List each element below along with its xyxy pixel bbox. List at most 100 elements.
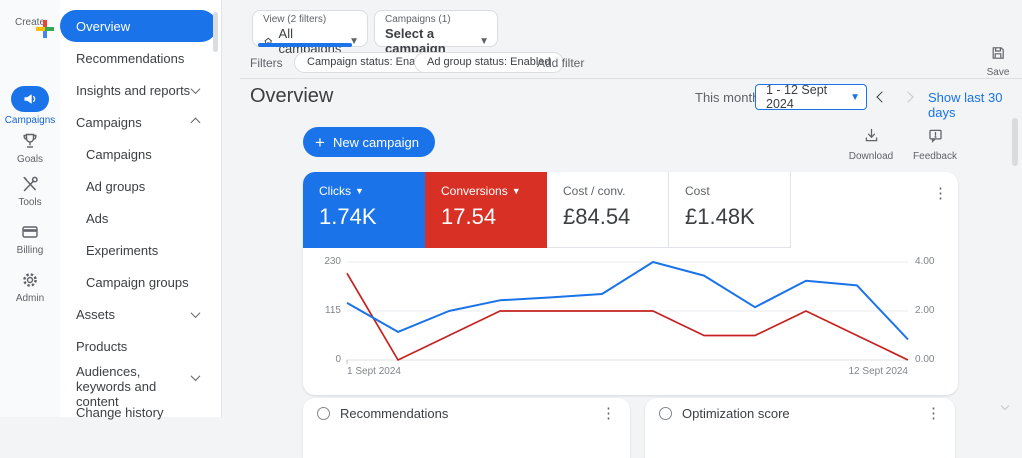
sidebar-item-experiments[interactable]: Experiments <box>86 242 159 258</box>
chevron-right-icon <box>902 91 914 103</box>
sidebar-item-ad-groups[interactable]: Ad groups <box>86 178 146 194</box>
page-scrollbar-thumb[interactable] <box>1012 118 1018 166</box>
feedback-icon <box>928 129 942 143</box>
left-axis-tick: 0 <box>335 354 341 365</box>
sidebar-item-ads[interactable]: Ads <box>86 210 109 226</box>
create-label: Create <box>14 17 45 28</box>
rail-item-campaigns[interactable]: Campaigns <box>0 86 60 126</box>
credit-card-icon <box>22 226 38 238</box>
sidebar-item-overview[interactable]: Overview <box>60 10 217 42</box>
previous-period-button[interactable] <box>874 89 890 105</box>
wrench-icon <box>23 176 38 192</box>
dropdown-caret-icon: ▼ <box>479 35 489 47</box>
recommendations-card[interactable]: Recommendations ⋮ <box>303 398 630 458</box>
new-campaign-button[interactable]: + New campaign <box>303 127 435 157</box>
admin-label: Admin <box>15 293 45 304</box>
feedback-button[interactable]: Feedback <box>912 127 958 162</box>
download-label: Download <box>848 151 894 162</box>
scroll-down-icon <box>1000 401 1012 413</box>
view-dropdown[interactable]: View (2 filters) All campaigns ▼ <box>252 10 368 56</box>
sidebar-item-products[interactable]: Products <box>76 338 128 354</box>
page-title: Overview <box>250 85 334 107</box>
clicks-line <box>346 261 909 341</box>
sidebar-item-recommendations[interactable]: Recommendations <box>76 50 185 66</box>
recommendations-icon <box>317 407 330 420</box>
recommendations-card-menu-button[interactable]: ⋮ <box>601 405 616 422</box>
save-label: Save <box>986 67 1010 78</box>
date-range-picker[interactable]: 1 - 12 Sept 2024 ▼ <box>755 83 867 111</box>
scorecard-cost-per-conv-label: Cost / conv. <box>563 184 626 198</box>
trophy-icon <box>23 133 37 148</box>
sidebar-item-audiences-keywords-content[interactable]: Audiences, keywords and content <box>60 362 221 409</box>
overview-chart-card: Clicks ▼ 1.74K Conversions ▼ 17.54 Cost / … <box>303 172 958 395</box>
scorecard-3[interactable]: Cost £1.48K <box>669 172 791 248</box>
chevron-down-icon <box>190 371 201 382</box>
filter-chip-ad-group-status[interactable]: Ad group status: Enabled <box>414 52 564 73</box>
create-button[interactable]: Create <box>0 14 60 38</box>
date-range-value: 1 - 12 Sept 2024 <box>766 83 828 111</box>
scorecard-2[interactable]: Cost / conv. £84.54 <box>547 172 669 248</box>
metric-dropdown-caret-icon[interactable]: ▼ <box>511 186 521 196</box>
sidebar-item-campaigns[interactable]: Campaigns <box>86 146 152 162</box>
right-axis-tick: 4.00 <box>915 256 935 267</box>
chevron-down-icon <box>190 83 201 94</box>
scorecard-1[interactable]: Conversions ▼ 17.54 <box>425 172 547 248</box>
scorecard-conversions-label: Conversions <box>441 184 508 198</box>
metric-dropdown-caret-icon[interactable]: ▼ <box>355 186 364 196</box>
chevron-left-icon <box>876 91 888 103</box>
sidebar-item-campaigns-section[interactable]: Campaigns <box>60 106 221 138</box>
view-dropdown-label: View (2 filters) <box>263 14 327 25</box>
save-button[interactable]: Save <box>980 45 1016 78</box>
chart-card-menu-button[interactable]: ⋮ <box>933 185 948 202</box>
sidebar-item-change-history[interactable]: Change history <box>76 404 164 420</box>
show-last-30-days-link[interactable]: Show last 30 days <box>928 90 1003 120</box>
optimization-score-card[interactable]: Optimization score ⋮ <box>645 398 955 458</box>
campaign-dropdown-label: Campaigns (1) <box>385 14 451 25</box>
gear-icon <box>23 273 37 287</box>
scorecard-clicks-label: Clicks <box>319 184 351 198</box>
optimization-score-card-title: Optimization score <box>682 406 790 421</box>
scorecard-row: Clicks ▼ 1.74K Conversions ▼ 17.54 Cost / … <box>303 172 791 248</box>
plus-icon: + <box>315 132 325 152</box>
icon-rail: Create Campaigns Goals Tools Billing <box>0 0 60 417</box>
chevron-down-icon <box>190 307 201 318</box>
right-axis-tick: 2.00 <box>915 305 935 316</box>
sidebar-item-insights-and-reports[interactable]: Insights and reports <box>60 74 221 106</box>
optimization-score-card-menu-button[interactable]: ⋮ <box>926 405 941 422</box>
scorecard-conversions-value: 17.54 <box>441 204 497 229</box>
scorecard-cost-label: Cost <box>685 184 710 198</box>
save-icon <box>992 47 1004 59</box>
sidebar-scrollbar-thumb[interactable] <box>213 12 218 52</box>
scorecard-clicks-value: 1.74K <box>319 204 377 229</box>
chevron-up-icon <box>190 117 201 127</box>
campaigns-sidebar: Overview Recommendations Insights and re… <box>60 0 222 420</box>
optimization-score-icon <box>659 407 672 420</box>
campaign-select-dropdown[interactable]: Campaigns (1) Select a campaign ▼ <box>374 10 498 56</box>
rail-item-goals[interactable]: Goals <box>0 131 60 165</box>
rail-item-billing[interactable]: Billing <box>0 222 60 256</box>
sidebar-item-assets[interactable]: Assets <box>60 298 221 330</box>
rail-item-admin[interactable]: Admin <box>0 270 60 304</box>
new-campaign-label: New campaign <box>332 134 419 150</box>
add-filter-button[interactable]: Add filter <box>537 56 585 70</box>
billing-label: Billing <box>16 245 44 256</box>
next-period-button[interactable] <box>900 89 916 105</box>
conversions-line <box>346 272 909 361</box>
sidebar-item-campaign-groups[interactable]: Campaign groups <box>86 274 189 290</box>
dropdown-caret-icon: ▼ <box>850 91 860 103</box>
dropdown-caret-icon: ▼ <box>349 35 359 47</box>
scorecard-cost-value: £1.48K <box>685 204 755 229</box>
overview-chart <box>346 261 909 364</box>
tools-label: Tools <box>18 197 42 208</box>
campaigns-rail-label: Campaigns <box>4 115 56 126</box>
right-axis-tick: 0.00 <box>915 354 935 365</box>
scorecard-0[interactable]: Clicks ▼ 1.74K <box>303 172 425 248</box>
scorecard-cost-per-conv-value: £84.54 <box>563 204 631 229</box>
goals-label: Goals <box>16 154 44 165</box>
megaphone-icon <box>11 86 49 112</box>
recommendations-card-title: Recommendations <box>340 406 449 421</box>
toolbar-divider <box>240 78 1022 79</box>
rail-item-tools[interactable]: Tools <box>0 174 60 208</box>
download-button[interactable]: Download <box>848 127 894 162</box>
